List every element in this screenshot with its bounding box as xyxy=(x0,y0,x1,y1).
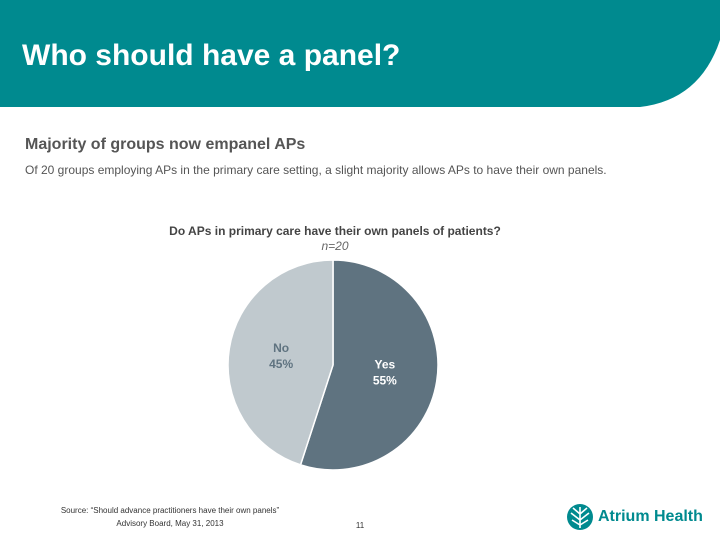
source-line: Advisory Board, May 31, 2013 xyxy=(116,519,224,528)
pie-slice xyxy=(227,259,334,466)
chart-heading: Majority of groups now empanel APs xyxy=(25,136,305,153)
slice-category: Yes xyxy=(375,357,396,371)
slice-value-label: 45% xyxy=(269,357,293,371)
logo-text: Atrium Health xyxy=(598,508,703,525)
source-line: Source: “Should advance practitioners ha… xyxy=(61,506,280,515)
slice-value-label: 55% xyxy=(373,373,397,387)
pie-slice xyxy=(299,259,439,471)
page-number: 11 xyxy=(356,521,365,530)
logo-icon xyxy=(567,504,593,530)
header-band xyxy=(0,0,720,107)
slice-category: No xyxy=(273,341,289,355)
slide-title: Who should have a panel? xyxy=(22,39,400,72)
chart-description: Of 20 groups employing APs in the primar… xyxy=(25,163,607,177)
chart-subtitle: n=20 xyxy=(321,239,348,253)
chart-title: Do APs in primary care have their own pa… xyxy=(169,224,501,238)
